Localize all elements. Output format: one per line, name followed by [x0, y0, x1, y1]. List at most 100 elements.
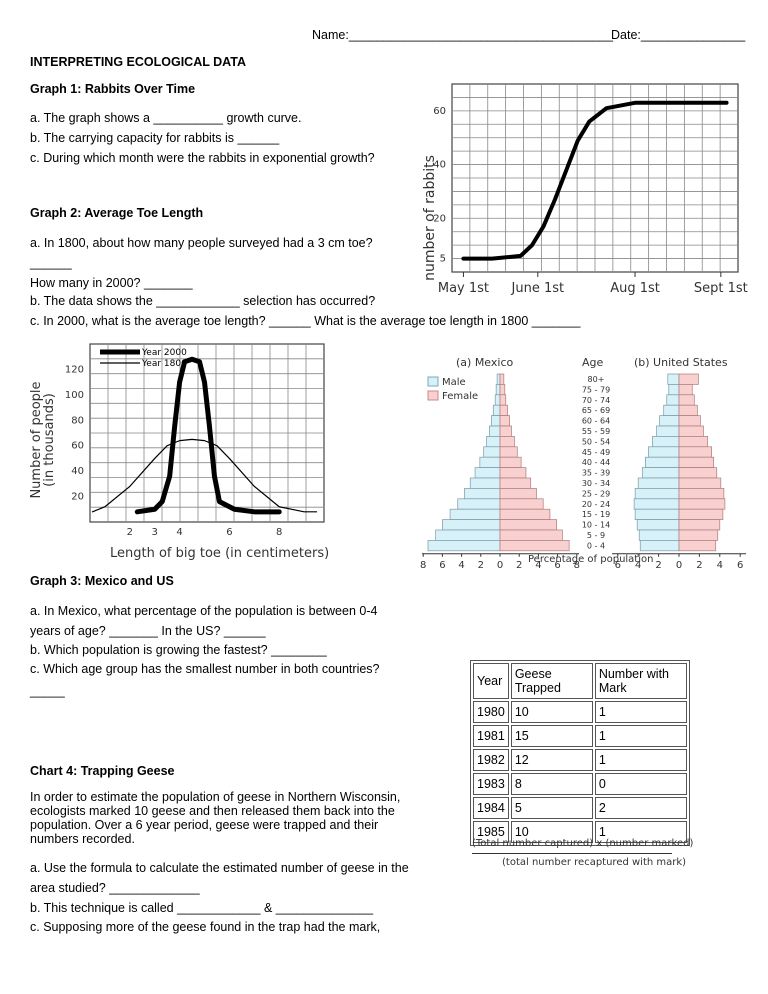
table-row: 1983 8 0 — [473, 773, 687, 795]
us-female-bar — [678, 467, 718, 479]
pyramid-x-axis-label: Percentage of population — [528, 554, 653, 565]
toe-series-2000-line — [134, 356, 282, 515]
toe-x-tick-label: 4 — [176, 527, 182, 538]
graph3-question-a: a. In Mexico, what percentage of the pop… — [30, 604, 378, 618]
rabbits-y-tick-label: 5 — [440, 254, 446, 265]
us-female-bar — [678, 529, 719, 541]
graph3-question-b: b. Which population is growing the faste… — [30, 643, 327, 657]
toe-chart-grid — [89, 343, 325, 523]
formula-numerator: (Total number captured) x (number marked… — [472, 838, 694, 849]
mexico-female-bar — [499, 467, 527, 479]
geese-table-cell: 1981 — [473, 725, 509, 747]
age-group-label: 50 - 54 — [582, 437, 610, 446]
age-group-label: 55 - 59 — [582, 427, 610, 436]
us-female-bar — [678, 384, 693, 396]
us-male-bar — [666, 394, 680, 406]
graph1-question-a: a. The graph shows a __________ growth c… — [30, 111, 302, 125]
us-male-bar — [641, 467, 680, 479]
geese-table: Year Geese Trapped Number with Mark 1980 10 1… — [470, 660, 690, 846]
mexico-female-bar — [499, 436, 515, 448]
geese-table-cell: 2 — [594, 797, 687, 819]
geese-table-cell: 1984 — [473, 797, 509, 819]
us-male-bar — [634, 508, 680, 520]
graph2-question-a-2000: How many in 2000? _______ — [30, 276, 193, 290]
mexico-x-tick-label: 4 — [535, 560, 541, 571]
graph1-heading: Graph 1: Rabbits Over Time — [30, 82, 196, 96]
mexico-x-tick-label: 6 — [554, 560, 560, 571]
chart4-paragraph-2: ecologists marked 10 geese and then rele… — [30, 804, 395, 818]
rabbits-x-tick-label: June 1st — [511, 281, 565, 296]
age-group-label: 35 - 39 — [582, 469, 610, 478]
mexico-x-tick-label: 6 — [439, 560, 445, 571]
graph1-question-c: c. During which month were the rabbits i… — [30, 151, 375, 165]
us-female-bar — [678, 404, 698, 416]
us-x-tick-label: 6 — [737, 560, 743, 571]
geese-table-cell: 0 — [594, 773, 687, 795]
mexico-x-tick-label: 2 — [516, 560, 522, 571]
mexico-female-bar — [499, 456, 522, 468]
toe-x-tick-label: 8 — [276, 527, 282, 538]
mexico-male-bar — [496, 373, 501, 385]
chart4-paragraph-1: In order to estimate the population of g… — [30, 790, 401, 804]
us-female-bar — [678, 436, 708, 448]
mexico-male-bar — [457, 498, 501, 510]
table-row: 1982 12 1 — [473, 749, 687, 771]
table-row: 1984 5 2 — [473, 797, 687, 819]
us-female-bar — [678, 540, 717, 552]
mexico-female-bar — [499, 508, 551, 520]
mexico-male-bar — [442, 519, 501, 531]
mexico-x-tick-label: 2 — [478, 560, 484, 571]
us-female-bar — [678, 519, 721, 531]
toe-x-tick-label: 3 — [152, 527, 158, 538]
formula-denominator: (total number recaptured with mark) — [502, 857, 687, 868]
legend-2000-label: Year 2000 — [141, 348, 187, 358]
mexico-male-bar — [486, 436, 501, 448]
graph3-heading: Graph 3: Mexico and US — [30, 574, 174, 588]
age-group-label: 40 - 44 — [582, 458, 610, 467]
toe-y-tick-label: 20 — [71, 492, 84, 503]
mexico-female-bar — [499, 384, 506, 396]
graph3-question-c-blank: _____ — [30, 684, 65, 698]
mexico-male-bar — [479, 456, 501, 468]
toe-chart-legend: Year 2000 Year 1800 — [100, 348, 187, 369]
table-row: 1985 10 1 — [473, 821, 687, 843]
geese-table-cell: 12 — [510, 749, 593, 771]
mexico-female-bar — [499, 425, 512, 437]
age-group-label: 65 - 69 — [582, 406, 610, 415]
age-group-label: 10 - 14 — [582, 521, 610, 530]
age-group-label: 25 - 29 — [582, 489, 610, 498]
us-x-tick-label: 6 — [615, 560, 621, 571]
age-group-label: 45 - 49 — [582, 448, 610, 457]
us-female-bar — [678, 456, 715, 468]
mexico-female-bar — [499, 519, 557, 531]
geese-table-header-row: Year Geese Trapped Number with Mark — [473, 663, 687, 699]
us-male-bar — [667, 373, 680, 385]
rabbits-x-tick-label: Sept 1st — [694, 281, 748, 296]
rabbits-y-tick-label: 20 — [433, 213, 446, 224]
toe-y-axis-label-2: (in thousands) — [42, 393, 57, 487]
toe-x-axis-label: Length of big toe (in centimeters) — [110, 546, 328, 561]
toe-x-tick-label: 2 — [127, 527, 133, 538]
age-group-label: 0 - 4 — [587, 541, 605, 550]
mexico-male-bar — [495, 384, 501, 396]
rabbits-growth-line — [461, 100, 729, 261]
graph2-question-a: a. In 1800, about how many people survey… — [30, 236, 373, 250]
us-male-bar — [656, 425, 680, 437]
mexico-x-tick-label: 4 — [458, 560, 464, 571]
rabbits-x-tick-label: Aug 1st — [610, 281, 660, 296]
us-x-tick-label: 0 — [676, 560, 682, 571]
us-x-tick-label: 4 — [635, 560, 641, 571]
legend-1800-label: Year 1800 — [141, 359, 187, 369]
graph1-question-b: b. The carrying capacity for rabbits is … — [30, 131, 280, 145]
mexico-x-tick-label: 8 — [574, 560, 580, 571]
age-title: Age — [582, 356, 604, 369]
page-title: INTERPRETING ECOLOGICAL DATA — [30, 55, 246, 69]
mexico-male-bar — [464, 488, 501, 500]
chart4-paragraph-4: numbers recorded. — [30, 832, 135, 846]
age-group-label: 60 - 64 — [582, 417, 610, 426]
mexico-female-bar — [499, 446, 518, 458]
us-male-bar — [648, 446, 680, 458]
geese-table-cell: 1980 — [473, 701, 509, 723]
us-female-bar — [678, 477, 722, 489]
mexico-male-bar — [483, 446, 501, 458]
